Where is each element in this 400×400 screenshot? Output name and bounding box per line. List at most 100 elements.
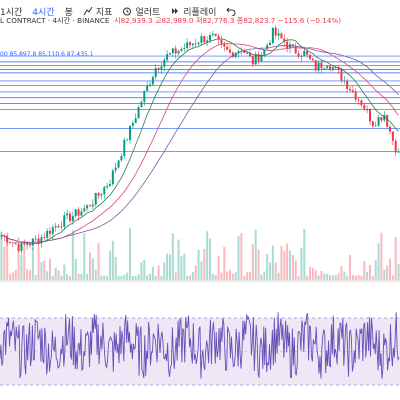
volume-bar <box>260 274 263 280</box>
candle-body <box>11 242 14 244</box>
candle-body <box>160 66 163 70</box>
replay-icon <box>172 8 179 14</box>
volume-bar <box>46 271 49 280</box>
volume-bar <box>300 247 303 280</box>
candle-body <box>257 54 260 62</box>
volume-bar <box>209 238 211 280</box>
candle-body <box>137 107 140 119</box>
volume-bar <box>117 275 120 280</box>
volume-bar <box>186 275 189 280</box>
candle-body <box>97 192 100 196</box>
candle-body <box>117 160 120 168</box>
volume-bar <box>11 272 14 280</box>
alerts-button[interactable]: 얼러트 <box>122 5 160 18</box>
candle-body <box>17 244 20 251</box>
rsi-polyline <box>0 312 400 379</box>
candle-body <box>171 48 174 54</box>
volume-bar <box>126 272 129 280</box>
candle-body <box>54 226 57 228</box>
candle-body <box>349 88 351 91</box>
volume-bar <box>146 275 149 280</box>
candle-body <box>246 52 249 54</box>
candle-body <box>300 56 303 57</box>
volume-bar <box>54 267 57 280</box>
volume-bar <box>94 269 97 280</box>
volume-bar <box>226 271 229 280</box>
volume-bar <box>3 246 6 280</box>
ma-fast-line <box>1 38 399 245</box>
candle-body <box>251 56 254 65</box>
undo-button[interactable] <box>226 6 236 16</box>
change-value: −115.6 (−0.14%) <box>277 16 342 25</box>
candle-body <box>14 242 17 245</box>
candle-body <box>280 33 283 39</box>
volume-bar <box>329 275 331 280</box>
volume-bar <box>169 254 171 280</box>
candle-body <box>203 36 206 43</box>
volume-bar <box>166 253 169 280</box>
volume-bar <box>60 275 63 280</box>
volume-bar <box>77 273 80 280</box>
candle-body <box>363 105 366 110</box>
candle-body <box>177 50 180 54</box>
high-value: 고82,989.0 <box>154 16 194 25</box>
replay-button[interactable]: 리플레이 <box>170 5 216 18</box>
indicators-button[interactable]: 지표 <box>83 5 112 18</box>
candle-body <box>140 101 143 108</box>
volume-bar <box>343 271 346 280</box>
candle-body <box>29 244 31 246</box>
time-button[interactable]: 1시간 <box>0 5 22 18</box>
candle-body <box>374 125 377 127</box>
volume-bar <box>391 275 394 280</box>
candle-body <box>131 122 134 126</box>
candle-body <box>277 33 280 36</box>
volume-bar <box>129 228 131 280</box>
candle-body <box>326 66 329 69</box>
candle-body <box>386 114 389 127</box>
candle-body <box>291 44 294 47</box>
interval-button[interactable]: 4시간 <box>32 5 54 18</box>
moving-average-legend: 00 85,897.8 85,110.6 87,435.1 <box>0 51 94 58</box>
candle-body <box>334 67 337 68</box>
ohlc-legend: L CONTRACT · 4시간 · BINANCE 시82,939.3 고82… <box>0 16 400 26</box>
volume-bar <box>306 275 309 280</box>
volume-bar <box>86 273 89 280</box>
volume-bar <box>251 244 254 280</box>
volume-bar <box>111 240 114 280</box>
candle-body <box>49 230 51 234</box>
volume-bar <box>223 246 226 280</box>
volume-bar <box>189 275 191 280</box>
volume-bar <box>266 253 269 280</box>
candle-body <box>206 40 209 43</box>
volume-bar <box>103 275 106 280</box>
volume-bar <box>286 243 289 280</box>
candle-body <box>31 238 34 246</box>
volume-bar <box>89 252 91 280</box>
candle-body <box>66 213 69 216</box>
candle-body <box>154 68 157 78</box>
volume-bars <box>0 228 400 280</box>
volume-bar <box>134 275 137 280</box>
chart-style-button[interactable]: 봉 <box>65 5 73 18</box>
volume-bar <box>309 266 311 280</box>
volume-bar <box>183 253 186 280</box>
volume-bar <box>137 274 140 280</box>
volume-bar <box>277 272 280 280</box>
candle-body <box>143 90 146 102</box>
candle-body <box>311 58 314 61</box>
candle-body <box>226 46 229 50</box>
candle-body <box>331 67 334 70</box>
chart-toolbar: 1시간 4시간 봉 지표 얼러트 리플레이 <box>0 0 400 22</box>
candle-body <box>51 227 54 234</box>
volume-bar <box>206 231 209 280</box>
candle-body <box>71 216 74 221</box>
candle-body <box>297 53 300 57</box>
candle-body <box>254 54 257 65</box>
volume-bar <box>269 262 271 280</box>
volume-bar <box>177 239 180 280</box>
candle-body <box>69 213 71 221</box>
volume-bar <box>26 269 29 280</box>
volume-bar <box>380 232 383 280</box>
indicator-value-3: 87,435.1 <box>66 51 94 58</box>
